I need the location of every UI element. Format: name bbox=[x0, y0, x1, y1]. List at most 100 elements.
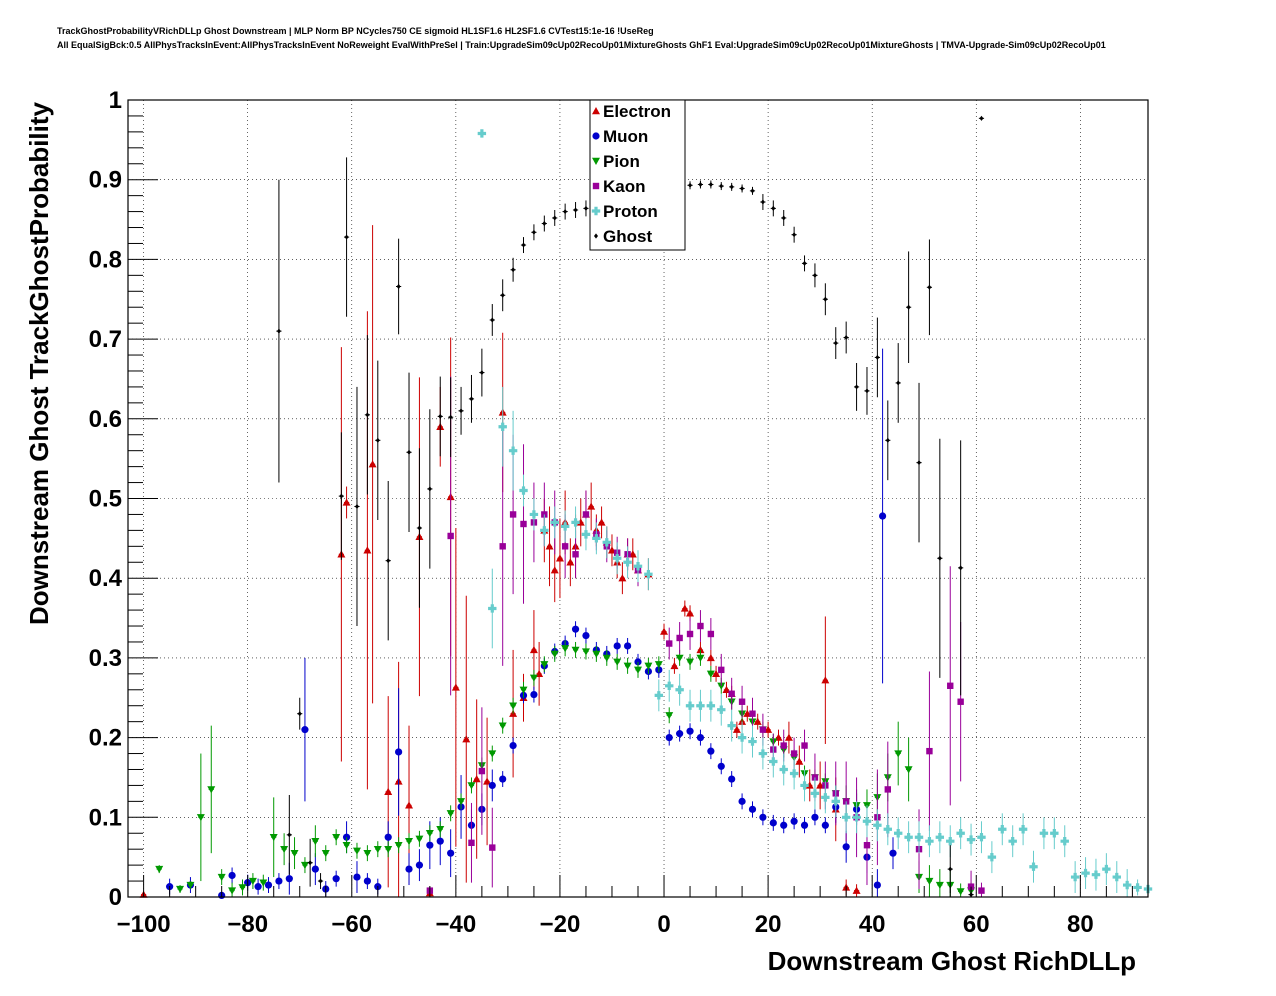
proton-point bbox=[789, 757, 799, 790]
pion-point bbox=[457, 793, 466, 810]
muon-marker bbox=[873, 881, 881, 889]
muon-marker bbox=[707, 747, 715, 755]
pion-marker bbox=[155, 865, 164, 874]
kaon-marker bbox=[801, 742, 808, 749]
ghost-point bbox=[510, 257, 516, 282]
proton-marker bbox=[654, 691, 664, 700]
ghost-point bbox=[520, 237, 527, 254]
proton-point bbox=[477, 129, 487, 138]
ghost-point bbox=[708, 180, 714, 189]
ghost-point bbox=[552, 209, 558, 226]
muon-marker bbox=[395, 748, 403, 756]
muon-marker bbox=[447, 849, 455, 857]
ghost-point bbox=[833, 327, 839, 360]
kaon-marker bbox=[728, 690, 735, 697]
muon-point bbox=[254, 878, 262, 895]
pion-marker bbox=[228, 887, 237, 895]
electron-marker bbox=[732, 725, 741, 733]
pion-point bbox=[321, 845, 330, 862]
pion-point bbox=[509, 697, 518, 714]
ghost-point bbox=[812, 263, 818, 288]
electron-marker bbox=[545, 542, 554, 550]
muon-point bbox=[800, 817, 809, 834]
muon-marker bbox=[889, 849, 897, 857]
ghost-point bbox=[427, 409, 433, 569]
proton-point bbox=[602, 526, 611, 559]
electron-point bbox=[462, 595, 471, 883]
data-series bbox=[139, 115, 1153, 900]
proton-marker bbox=[488, 604, 497, 613]
ghost-point bbox=[853, 363, 860, 411]
ghost-point bbox=[781, 209, 787, 226]
pion-marker bbox=[186, 881, 195, 890]
proton-point bbox=[862, 805, 872, 838]
pion-point bbox=[373, 841, 382, 858]
pion-point bbox=[665, 707, 674, 724]
electron-point bbox=[660, 623, 669, 640]
pion-marker bbox=[498, 722, 507, 730]
muon-point bbox=[686, 723, 694, 740]
x-tick-label: −100 bbox=[117, 911, 171, 938]
kaon-marker bbox=[978, 887, 985, 894]
proton-point bbox=[1091, 858, 1101, 891]
proton-marker bbox=[1081, 868, 1090, 878]
ghost-marker bbox=[917, 460, 922, 466]
pion-point bbox=[332, 829, 341, 846]
electron-marker bbox=[784, 733, 793, 741]
electron-marker bbox=[597, 518, 606, 526]
proton-marker bbox=[748, 737, 757, 746]
proton-marker bbox=[1029, 862, 1038, 871]
pion-point bbox=[540, 656, 549, 673]
y-tick-label: 0.6 bbox=[89, 406, 122, 433]
proton-point bbox=[852, 801, 861, 834]
ghost-marker bbox=[906, 304, 911, 310]
pion-marker bbox=[602, 654, 611, 662]
muon-point bbox=[405, 853, 413, 886]
y-tick-label: 0.2 bbox=[89, 725, 122, 752]
pion-point bbox=[644, 657, 653, 674]
pion-marker bbox=[561, 645, 570, 653]
pion-marker bbox=[311, 838, 320, 846]
ghost-marker bbox=[375, 437, 380, 443]
proton-marker bbox=[685, 701, 695, 710]
proton-point bbox=[623, 546, 632, 579]
kaon-marker bbox=[478, 767, 486, 775]
electron-point bbox=[743, 705, 752, 722]
ghost-point bbox=[906, 251, 912, 364]
pion-marker bbox=[519, 686, 528, 694]
ghost-marker bbox=[339, 493, 344, 499]
pion-point bbox=[446, 805, 455, 822]
ghost-point bbox=[437, 376, 443, 457]
proton-marker bbox=[1102, 864, 1111, 874]
ghost-point bbox=[531, 224, 537, 241]
muon-point bbox=[363, 873, 371, 890]
ghost-marker bbox=[958, 565, 963, 571]
muon-marker bbox=[353, 873, 361, 881]
proton-marker bbox=[789, 769, 799, 778]
kaon-point bbox=[666, 627, 673, 660]
electron-point bbox=[342, 486, 351, 519]
proton-marker bbox=[1122, 880, 1132, 890]
kaon-marker bbox=[863, 841, 871, 849]
pion-point bbox=[581, 643, 590, 660]
proton-marker bbox=[540, 526, 549, 535]
ghost-point bbox=[978, 115, 985, 121]
ghost-point bbox=[895, 343, 901, 423]
pion-point bbox=[207, 725, 216, 854]
kaon-point bbox=[489, 807, 496, 888]
proton-point bbox=[519, 474, 528, 507]
ghost-point bbox=[354, 386, 360, 627]
ghost-point bbox=[286, 794, 292, 875]
y-tick-label: 0.7 bbox=[89, 326, 122, 353]
x-tick-label: −40 bbox=[435, 911, 476, 938]
muon-point bbox=[738, 793, 746, 810]
pion-point bbox=[686, 653, 695, 670]
electron-point bbox=[712, 665, 721, 682]
ghost-point bbox=[760, 194, 766, 210]
muon-point bbox=[707, 743, 715, 760]
electron-marker bbox=[795, 757, 804, 765]
proton-point bbox=[1102, 853, 1111, 886]
pion-point bbox=[602, 649, 611, 666]
proton-point bbox=[644, 558, 653, 591]
legend-item-electron: Electron bbox=[592, 102, 671, 121]
